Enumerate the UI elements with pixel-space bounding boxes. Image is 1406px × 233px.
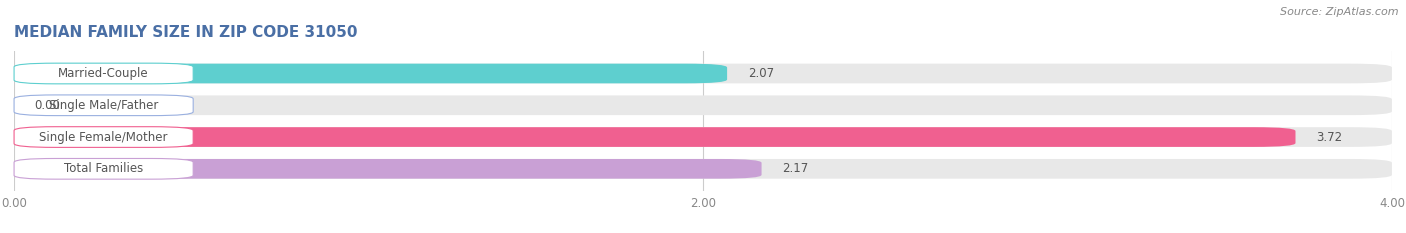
FancyBboxPatch shape — [14, 63, 193, 84]
Text: 2.07: 2.07 — [748, 67, 773, 80]
FancyBboxPatch shape — [14, 96, 1392, 115]
FancyBboxPatch shape — [14, 95, 193, 116]
FancyBboxPatch shape — [14, 127, 1295, 147]
Text: 0.00: 0.00 — [35, 99, 60, 112]
Text: Single Male/Father: Single Male/Father — [49, 99, 159, 112]
FancyBboxPatch shape — [14, 127, 1392, 147]
Text: MEDIAN FAMILY SIZE IN ZIP CODE 31050: MEDIAN FAMILY SIZE IN ZIP CODE 31050 — [14, 25, 357, 40]
FancyBboxPatch shape — [14, 158, 193, 179]
FancyBboxPatch shape — [14, 127, 193, 147]
FancyBboxPatch shape — [14, 64, 727, 83]
Text: 3.72: 3.72 — [1316, 130, 1343, 144]
Text: Total Families: Total Families — [65, 162, 143, 175]
Text: Source: ZipAtlas.com: Source: ZipAtlas.com — [1281, 7, 1399, 17]
Text: Single Female/Mother: Single Female/Mother — [39, 130, 167, 144]
FancyBboxPatch shape — [14, 64, 1392, 83]
FancyBboxPatch shape — [14, 159, 1392, 179]
FancyBboxPatch shape — [14, 159, 762, 179]
Text: 2.17: 2.17 — [782, 162, 808, 175]
Text: Married-Couple: Married-Couple — [58, 67, 149, 80]
